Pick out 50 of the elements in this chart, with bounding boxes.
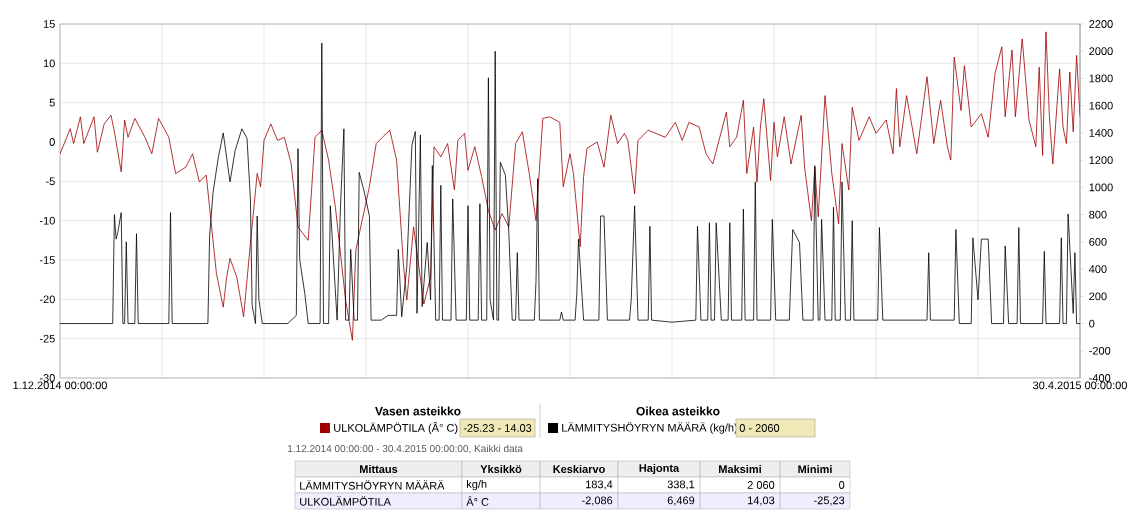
text: LÄMMITYSHÖYRYN MÄÄRÄ bbox=[300, 480, 445, 490]
y-tick-label: -10 bbox=[39, 216, 55, 225]
text: kg/h bbox=[467, 479, 487, 491]
text: 338,1 bbox=[667, 480, 695, 490]
y-tick-label: 10 bbox=[43, 59, 55, 68]
text: -2,086 bbox=[582, 496, 613, 506]
y2-tick-label: -200 bbox=[1089, 346, 1111, 355]
text: Maksimi bbox=[719, 464, 761, 474]
y2-tick-label: 200 bbox=[1089, 292, 1107, 301]
text: Hajonta bbox=[639, 463, 680, 475]
text: Minimi bbox=[798, 465, 832, 473]
y2-tick-label: 800 bbox=[1089, 210, 1107, 219]
y2-tick-label: -400 bbox=[1089, 374, 1111, 382]
text: Vasen asteikko bbox=[375, 406, 461, 416]
text: -25.23 - 14.03 bbox=[463, 424, 532, 432]
text: ULKOLÄMPÖTILA bbox=[300, 496, 391, 506]
y2-tick-label: 0 bbox=[1089, 319, 1095, 328]
text: 0 - 2060 bbox=[739, 424, 780, 432]
y2-tick-label: 2000 bbox=[1089, 47, 1113, 56]
text: 0 bbox=[839, 481, 845, 489]
y-tick-label: 0 bbox=[49, 138, 55, 146]
y-tick-label: -30 bbox=[39, 374, 55, 382]
text: Keskiarvo bbox=[553, 464, 605, 474]
y2-tick-label: 1200 bbox=[1089, 156, 1113, 165]
y2-tick-label: 400 bbox=[1088, 265, 1107, 273]
text: 2 060 bbox=[747, 481, 775, 489]
legend-label: ULKOLÄMPÖTILA (Â° C) bbox=[334, 422, 458, 434]
y2-tick-label: 1800 bbox=[1089, 74, 1113, 83]
text: 183,4 bbox=[586, 480, 613, 490]
text: Mittaus bbox=[359, 464, 398, 474]
y-tick-label: 15 bbox=[43, 20, 55, 28]
text: -25,23 bbox=[814, 496, 845, 506]
y2-tick-label: 600 bbox=[1089, 237, 1107, 246]
text: 1.12.2014 00:00:00 - 30.4.2015 00:00:00, Kaikki data bbox=[288, 444, 523, 454]
text: 14,03 bbox=[748, 496, 775, 506]
y-tick-label: -15 bbox=[39, 256, 55, 264]
y2-tick-label: 1400 bbox=[1089, 129, 1113, 137]
text: Â° C bbox=[466, 496, 489, 506]
text: 6,469 bbox=[667, 496, 695, 506]
y-tick-label: 5 bbox=[49, 98, 55, 107]
y2-tick-label: 1600 bbox=[1089, 101, 1113, 110]
y-tick-label: -5 bbox=[45, 177, 55, 186]
y-tick-label: -20 bbox=[39, 295, 55, 304]
text: Yksikkö bbox=[480, 464, 522, 474]
text: Oikea asteikko bbox=[636, 406, 720, 416]
x-tick-label: 1.12.2014 00:00:00 bbox=[13, 381, 107, 390]
y-tick-label: -25 bbox=[39, 334, 55, 343]
x-tick-label: 30.4.2015 00:00:00 bbox=[1033, 381, 1127, 390]
y2-tick-label: 2200 bbox=[1089, 20, 1113, 28]
y2-tick-label: 1000 bbox=[1089, 183, 1113, 192]
